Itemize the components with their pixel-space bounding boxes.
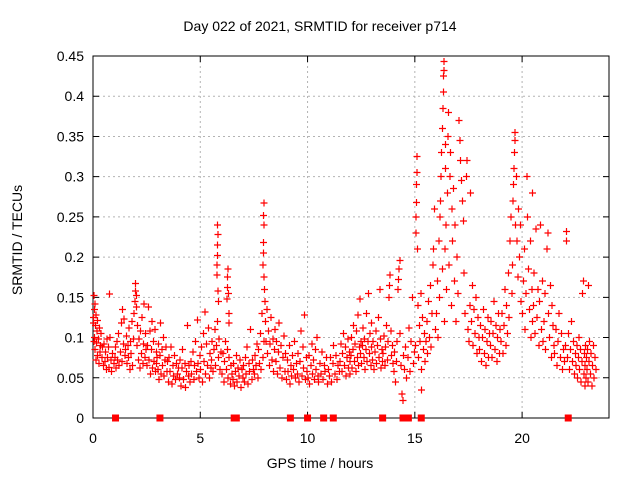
plot-border xyxy=(92,55,610,419)
y-tick-label: 0.35 xyxy=(57,128,84,144)
y-tick-label: 0.2 xyxy=(65,249,85,265)
x-tick-label: 20 xyxy=(514,430,530,446)
tick-marks xyxy=(92,55,609,419)
y-tick-label: 0 xyxy=(76,410,84,426)
zero-marker xyxy=(232,414,240,422)
zero-marker xyxy=(399,414,407,422)
zero-marker xyxy=(112,414,120,422)
x-tick-label: 15 xyxy=(407,430,423,446)
y-tick-label: 0.25 xyxy=(57,209,84,225)
y-tick-label: 0.45 xyxy=(57,48,84,64)
zero-marker xyxy=(320,414,328,422)
y-tick-label: 0.4 xyxy=(65,88,85,104)
gridlines xyxy=(93,56,609,418)
scatter-points xyxy=(90,58,600,404)
y-tick-label: 0.15 xyxy=(57,289,84,305)
zero-marker xyxy=(379,414,387,422)
y-tick-label: 0.1 xyxy=(65,330,85,346)
zero-marker xyxy=(329,414,337,422)
zero-marker xyxy=(564,414,572,422)
x-tick-label: 10 xyxy=(300,430,316,446)
y-tick-label: 0.05 xyxy=(57,370,84,386)
zero-marker xyxy=(156,414,164,422)
x-axis-title: GPS time / hours xyxy=(266,455,374,471)
zero-marker xyxy=(304,414,312,422)
zero-marker xyxy=(286,414,294,422)
chart-title: Day 022 of 2021, SRMTID for receiver p71… xyxy=(183,18,457,34)
x-tick-label: 5 xyxy=(196,430,204,446)
zero-marker xyxy=(404,414,412,422)
zero-marker xyxy=(417,414,425,422)
y-tick-label: 0.3 xyxy=(65,169,85,185)
x-tick-label: 0 xyxy=(89,430,97,446)
